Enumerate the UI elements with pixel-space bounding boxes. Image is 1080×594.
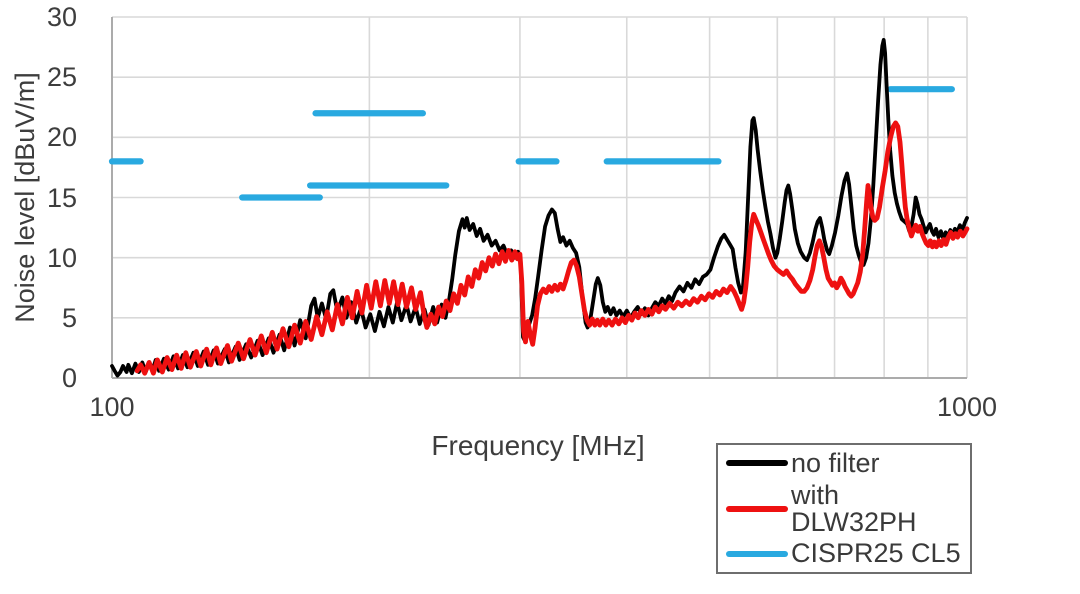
x-axis-title-text: Frequency [MHz] <box>431 430 645 461</box>
y-axis-title-text: Noise level [dBuV/m] <box>9 71 40 323</box>
legend-item-with-dlw32ph: with DLW32PH <box>718 479 970 537</box>
legend: no filter with DLW32PH CISPR25 CL5 <box>716 443 972 574</box>
cispr25-cl5-line-sample <box>726 550 788 557</box>
legend-item-no-filter: no filter <box>718 445 970 482</box>
legend-label-cispr25-cl5: CISPR25 CL5 <box>791 538 961 569</box>
with-dlw32ph-curve <box>134 120 970 376</box>
y-tick-label: 25 <box>46 62 77 93</box>
legend-label-with-dlw32ph: with DLW32PH <box>791 479 917 537</box>
y-tick-label: 30 <box>46 2 77 32</box>
no-filter-line-sample <box>726 460 788 467</box>
x-tick-label: 100 <box>89 392 135 422</box>
y-tick-label: 5 <box>61 302 77 333</box>
y-tick-label: 15 <box>46 182 77 213</box>
y-tick-label: 10 <box>46 242 77 273</box>
with-dlw32ph-line-sample <box>726 505 788 512</box>
legend-label-no-filter: no filter <box>791 447 880 478</box>
no-filter-curve <box>110 38 969 378</box>
legend-item-cispr25-cl5: CISPR25 CL5 <box>718 536 970 573</box>
y-tick-label: 0 <box>61 363 77 393</box>
y-tick-label: 20 <box>46 122 77 153</box>
x-tick-label: 1000 <box>936 392 998 422</box>
